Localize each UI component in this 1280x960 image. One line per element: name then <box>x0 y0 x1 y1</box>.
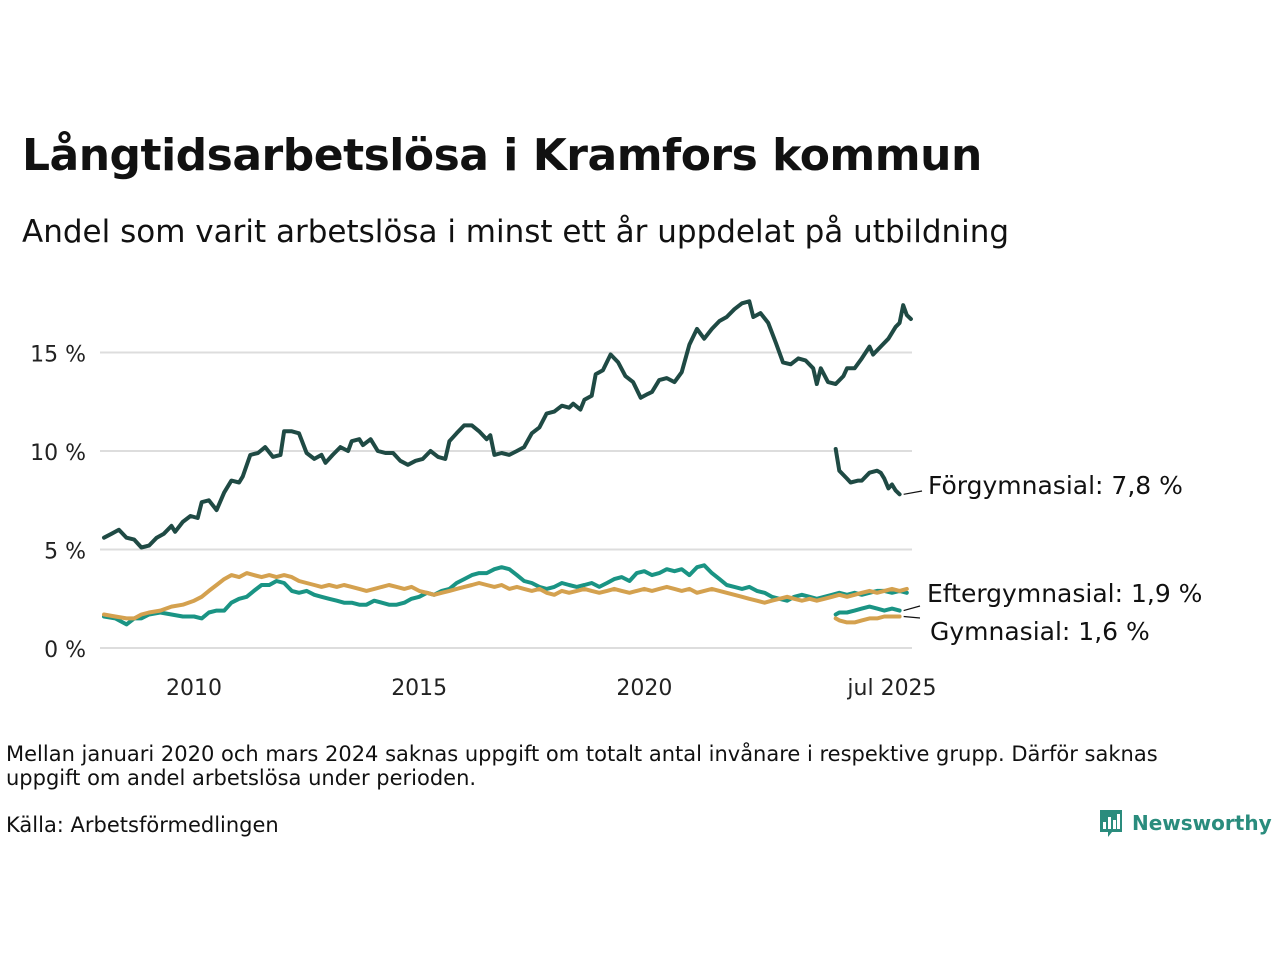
series-line-eftergymnasial <box>833 604 902 617</box>
series-end-labels: Förgymnasial: 7,8 % Eftergymnasial: 1,9 %… <box>903 471 1202 646</box>
series-line-gymnasial <box>833 614 902 625</box>
label-leader-line <box>903 615 921 619</box>
grid-lines <box>100 351 912 649</box>
y-tick-label: 10 % <box>30 441 86 466</box>
series-end-label: Eftergymnasial: 1,9 % <box>927 579 1202 608</box>
brand-name: Newsworthy <box>1132 811 1272 835</box>
y-tick-label: 15 % <box>30 343 86 368</box>
series-line-förgymnasial <box>833 447 902 497</box>
x-tick-label: 2015 <box>391 676 447 701</box>
chart-subtitle: Andel som varit arbetslösa i minst ett å… <box>22 214 1010 250</box>
source-note: Källa: Arbetsförmedlingen <box>6 813 279 837</box>
x-axis-labels: 2010 2015 2020 jul 2025 <box>166 676 937 701</box>
x-tick-label: 2020 <box>616 676 672 701</box>
y-tick-label: 5 % <box>44 540 86 565</box>
footnote: Mellan januari 2020 och mars 2024 saknas… <box>6 742 1158 790</box>
label-leader-line <box>903 605 921 612</box>
series-line-förgymnasial <box>102 299 913 550</box>
series-end-label: Förgymnasial: 7,8 % <box>928 471 1183 500</box>
series-line-eftergymnasial <box>102 563 909 627</box>
series-line-gymnasial <box>102 571 909 621</box>
x-tick-label: jul 2025 <box>846 676 936 701</box>
line-chart: 0 % 5 % 10 % 15 % 2010 2015 2020 jul 2025 Förg… <box>30 299 1202 701</box>
label-leader-line <box>903 490 923 495</box>
series-lines <box>102 299 913 627</box>
chart-title: Långtidsarbetslösa i Kramfors kommun <box>22 130 982 181</box>
y-axis-labels: 0 % 5 % 10 % 15 % <box>30 343 86 664</box>
newsworthy-logo[interactable]: Newsworthy <box>1098 808 1272 838</box>
bar-chart-icon <box>1100 810 1122 837</box>
x-tick-label: 2010 <box>166 676 222 701</box>
y-tick-label: 0 % <box>44 638 86 663</box>
series-end-label: Gymnasial: 1,6 % <box>930 617 1150 646</box>
